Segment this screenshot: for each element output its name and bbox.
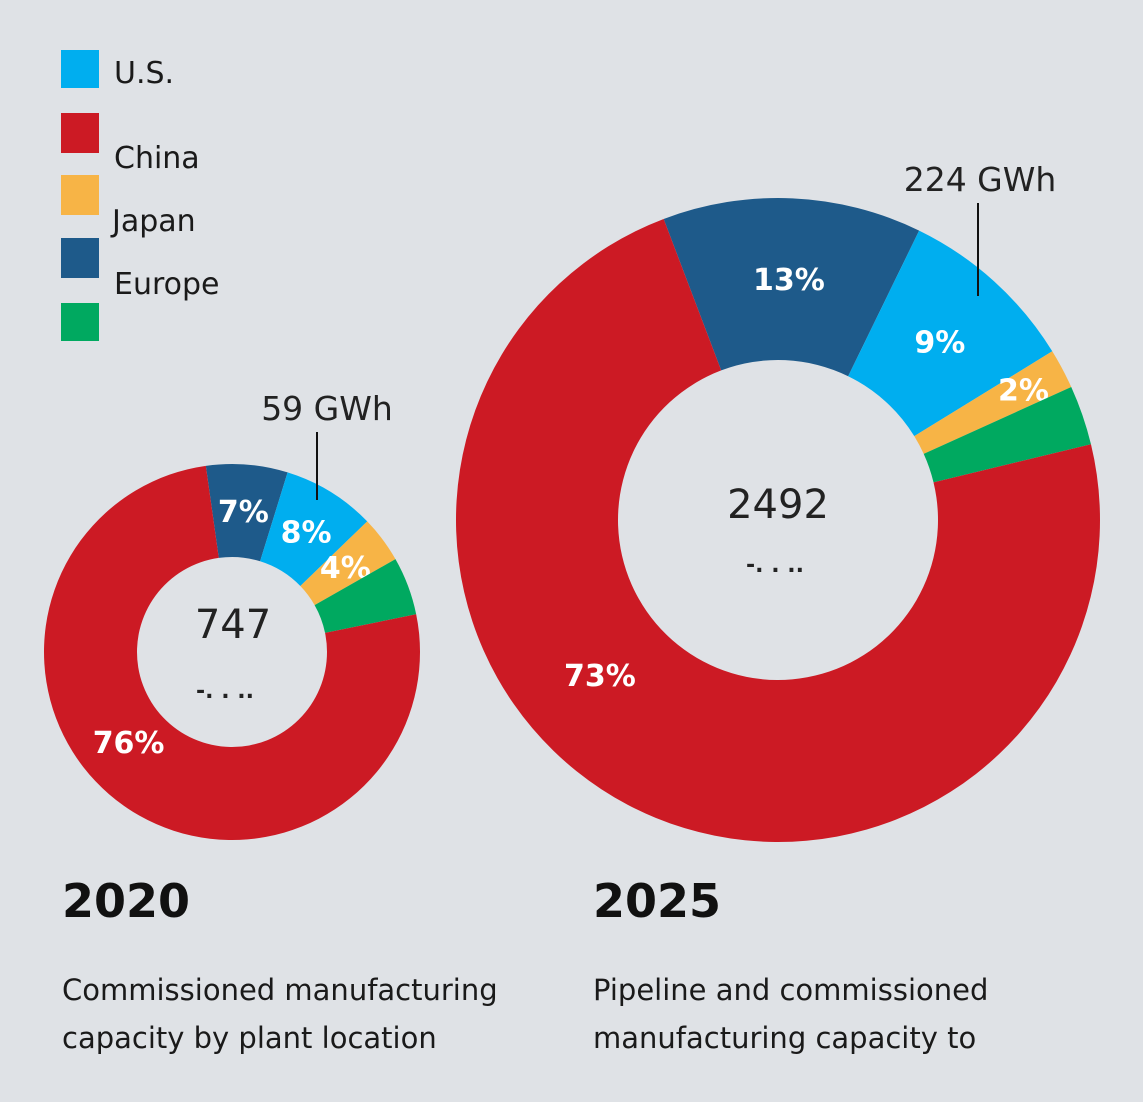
legend-label-us: U.S. [114,56,174,91]
year-title-2020: 2020 [62,874,190,928]
slice-us-2025 [848,230,1053,437]
caption-2025-line2: manufacturing capacity to [593,1021,976,1055]
center-sub-2025: -. . .. [746,553,804,578]
slice-label-china-2025: 73% [564,659,636,694]
slice-europe-2020 [205,463,288,562]
slice-label-europe-2020: 7% [218,495,269,530]
slice-label-us-2020: 8% [281,515,332,550]
donut-hole-2020 [137,557,327,747]
caption-2020-line2: capacity by plant location [62,1021,437,1055]
legend-swatch-japan [61,175,99,215]
legend-swatch-europe [61,238,99,278]
donut-hole-2025 [618,360,938,680]
donut-2025: 13%9%2%73% [456,197,1100,843]
legend-label-europe: Europe [114,267,220,302]
slice-china-2020 [44,465,421,840]
slice-label-europe-2025: 13% [753,263,825,298]
legend-swatch-other [61,303,99,341]
year-title-2025: 2025 [593,874,721,928]
donut-2020: 7%8%4%76% [44,463,421,840]
annotation-2025: 224 GWh [904,160,1057,199]
slice-japan-2025 [914,351,1072,454]
legend: U.S. China Japan Europe [61,50,220,341]
center-value-2025: 2492 [727,482,829,528]
slice-us-2020 [260,472,368,587]
center-sub-2020: -. . .. [196,679,254,704]
legend-swatch-us [61,50,99,88]
slice-other-2025 [923,386,1091,483]
legend-swatch-china [61,113,99,153]
slice-japan-2020 [300,521,396,606]
center-value-2020: 747 [195,602,271,648]
slice-label-us-2025: 9% [914,325,965,360]
legend-label-japan: Japan [110,204,196,239]
slice-other-2020 [314,559,417,633]
slice-label-china-2020: 76% [93,726,165,761]
caption-2025-line1: Pipeline and commissioned [593,973,988,1007]
slice-europe-2025 [663,197,920,377]
caption-2020-line1: Commissioned manufacturing [62,973,498,1007]
slice-china-2025 [456,218,1100,843]
annotation-2020: 59 GWh [261,389,393,428]
legend-label-china: China [114,141,200,176]
